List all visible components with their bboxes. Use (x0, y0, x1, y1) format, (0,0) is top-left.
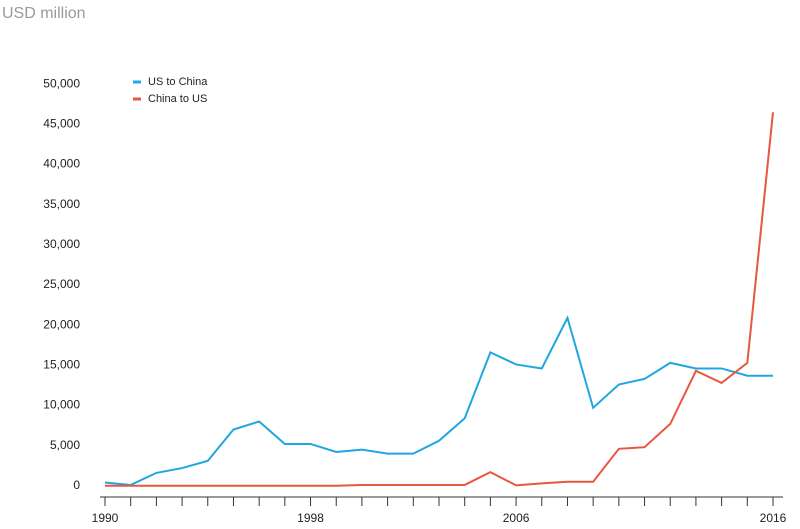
x-tick-label: 1998 (297, 511, 324, 525)
y-tick-label: 15,000 (43, 357, 80, 371)
y-tick-label: 50,000 (43, 76, 80, 90)
x-tick-label: 2006 (503, 511, 530, 525)
y-tick-label: 25,000 (43, 277, 80, 291)
y-tick-label: 35,000 (43, 197, 80, 211)
line-series (104, 315, 773, 486)
legend-label: US to China (148, 76, 208, 88)
y-tick-label: 0 (73, 478, 80, 492)
chart-title: USD million (2, 5, 86, 22)
y-tick-label: 20,000 (43, 317, 80, 331)
x-tick-label: 2016 (760, 511, 787, 525)
x-tick-label: 1990 (92, 511, 119, 525)
y-tick-label: 30,000 (43, 237, 80, 251)
y-tick-label: 10,000 (43, 398, 80, 412)
y-tick-label: 40,000 (43, 157, 80, 171)
y-tick-label: 5,000 (50, 438, 80, 452)
legend-label: China to US (148, 93, 207, 105)
line-series (105, 112, 774, 487)
y-tick-label: 45,000 (43, 116, 80, 130)
